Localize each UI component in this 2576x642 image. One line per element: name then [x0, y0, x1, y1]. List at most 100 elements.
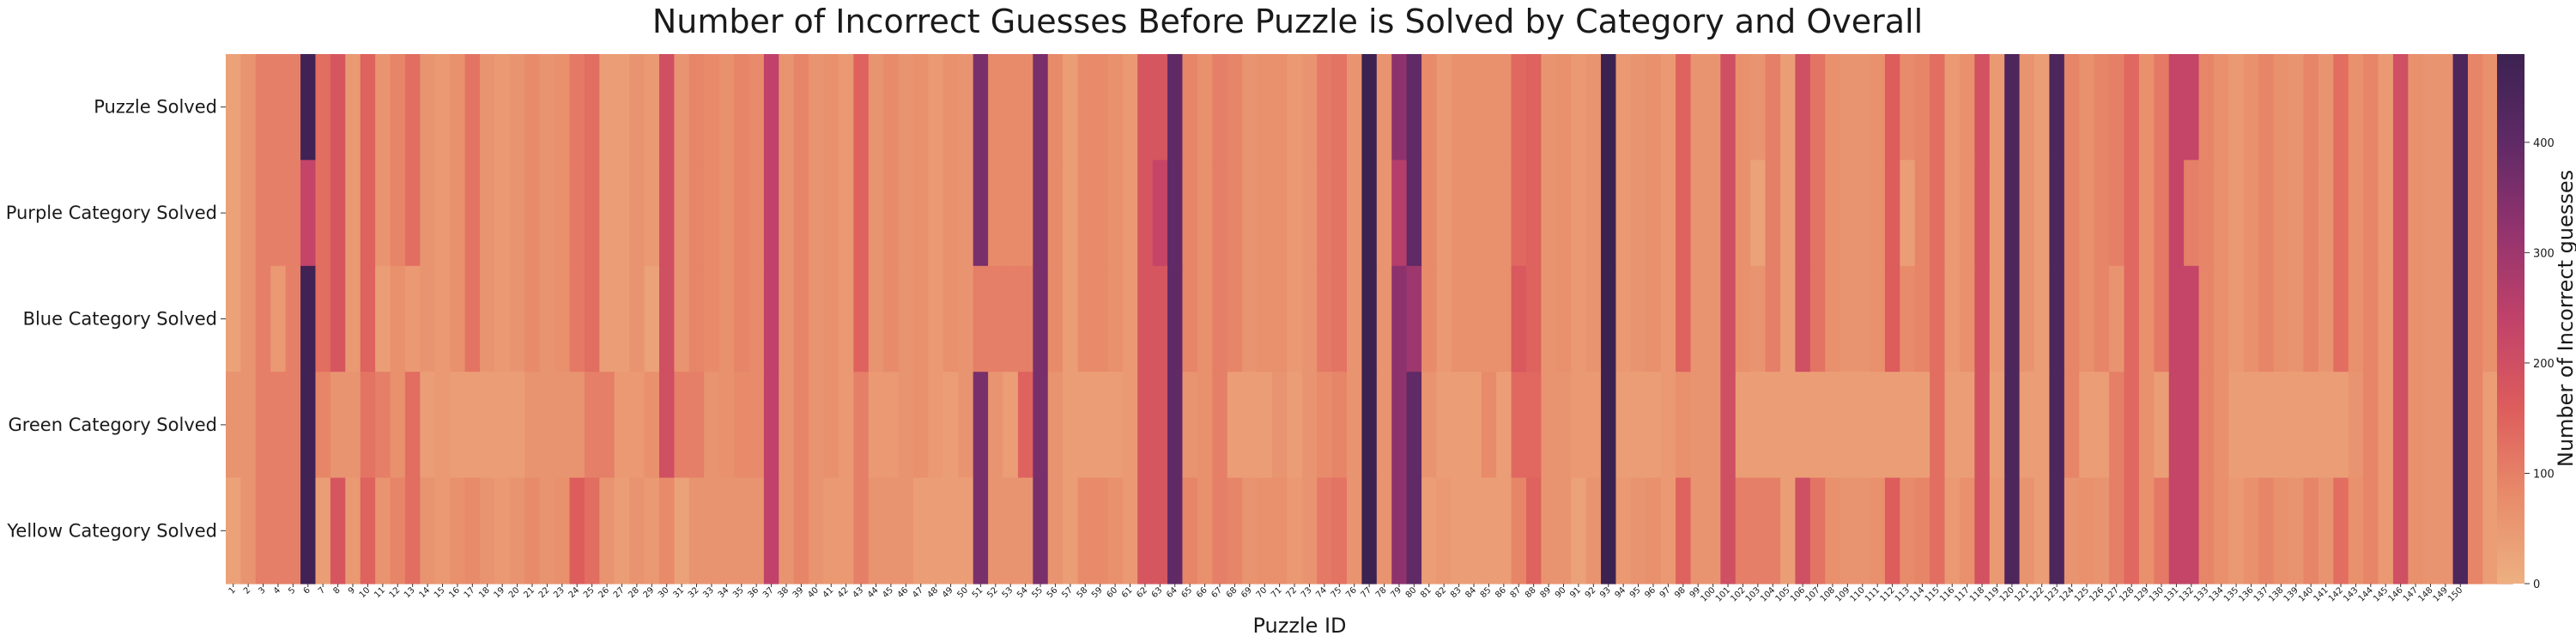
heatmap-cell: [1182, 372, 1198, 479]
heatmap-cell: [2303, 265, 2319, 372]
heatmap-cell: [2109, 265, 2125, 372]
heatmap-cell: [509, 372, 525, 479]
heatmap-cell: [1421, 265, 1438, 372]
heatmap-cell: [1421, 54, 1438, 160]
x-tick-label: 129: [2132, 585, 2150, 603]
heatmap-cell: [2094, 477, 2110, 584]
x-tick-label: 47: [911, 585, 925, 600]
heatmap-cell: [1063, 372, 1079, 479]
heatmap-cell: [1855, 54, 1871, 160]
heatmap-cell: [1331, 160, 1348, 267]
heatmap-cell: [420, 160, 436, 267]
heatmap-cell: [1855, 372, 1871, 479]
x-tick-label: 76: [1344, 585, 1359, 600]
heatmap-cell: [2124, 54, 2140, 160]
heatmap-cell: [868, 265, 884, 372]
x-tick-label: 119: [1983, 585, 2001, 603]
heatmap-cell: [2004, 265, 2021, 372]
heatmap-cell: [2452, 160, 2469, 267]
heatmap-cell: [464, 372, 481, 479]
heatmap-cell: [2363, 265, 2379, 372]
heatmap-cell: [973, 160, 989, 267]
x-tick-label: 91: [1568, 585, 1583, 600]
heatmap-cell: [793, 265, 809, 372]
heatmap-cell: [1646, 372, 1662, 479]
heatmap-cell: [2288, 265, 2305, 372]
heatmap-cell: [868, 477, 884, 584]
heatmap-cell: [1271, 160, 1288, 267]
heatmap-cell: [270, 477, 287, 584]
x-tick-label: 139: [2282, 585, 2300, 603]
x-tick-label: 92: [1584, 585, 1598, 600]
heatmap-cell: [809, 372, 825, 479]
x-tick-label: 45: [881, 585, 895, 600]
heatmap-cell: [1271, 477, 1288, 584]
heatmap-cell: [1735, 477, 1751, 584]
heatmap-cell: [270, 54, 287, 160]
heatmap-cell: [1361, 372, 1378, 479]
heatmap-cell: [629, 54, 646, 160]
heatmap-cell: [1944, 160, 1961, 267]
heatmap-cell: [2034, 372, 2051, 479]
heatmap-cell: [1152, 265, 1168, 372]
heatmap-cell: [494, 54, 511, 160]
heatmap-cell: [913, 54, 930, 160]
heatmap-cell: [1825, 54, 1841, 160]
heatmap-cell: [584, 372, 600, 479]
heatmap-cell: [1601, 477, 1617, 584]
x-tick-label: 19: [492, 585, 506, 600]
heatmap-cell: [2273, 477, 2289, 584]
x-tick-label: 87: [1509, 585, 1524, 600]
heatmap-cell: [1974, 372, 1991, 479]
heatmap-cell: [1152, 372, 1168, 479]
heatmap-cell: [1122, 265, 1138, 372]
heatmap-cell: [2198, 54, 2215, 160]
heatmap-cell: [2288, 160, 2305, 267]
heatmap-cell: [1795, 477, 1811, 584]
x-tick-label: 33: [701, 585, 716, 600]
heatmap-cell: [2348, 54, 2364, 160]
heatmap-cell: [1840, 372, 1856, 479]
heatmap-cell: [1017, 54, 1033, 160]
x-tick-label: 50: [955, 585, 970, 600]
heatmap-cell: [988, 477, 1004, 584]
heatmap-cell: [2378, 372, 2394, 479]
colorbar-tick-label: 400: [2533, 137, 2555, 150]
heatmap-cell: [2468, 372, 2484, 479]
heatmap-cell: [958, 160, 974, 267]
heatmap-cell: [1047, 160, 1064, 267]
x-tick-label: 133: [2192, 585, 2210, 603]
heatmap-cell: [644, 54, 660, 160]
heatmap-cell: [2378, 54, 2394, 160]
heatmap-cell: [1630, 477, 1646, 584]
heatmap-cell: [1227, 265, 1243, 372]
x-tick-label: 46: [896, 585, 911, 600]
heatmap-cell: [420, 265, 436, 372]
heatmap-cell: [2109, 54, 2125, 160]
heatmap-cell: [1571, 265, 1587, 372]
heatmap-cell: [2452, 477, 2469, 584]
heatmap-cell: [1137, 160, 1154, 267]
heatmap-cell: [1571, 372, 1587, 479]
heatmap-cell: [2138, 477, 2155, 584]
heatmap-cell: [853, 265, 870, 372]
heatmap-cell: [1287, 54, 1303, 160]
heatmap-cell: [1301, 160, 1318, 267]
y-tick-label: Yellow Category Solved: [6, 520, 217, 541]
heatmap-cell: [255, 160, 271, 267]
heatmap-cell: [1197, 477, 1213, 584]
heatmap-cell: [1855, 477, 1871, 584]
heatmap-cell: [883, 372, 900, 479]
heatmap-cell: [1376, 372, 1392, 479]
x-tick-label: 98: [1673, 585, 1688, 600]
heatmap-cell: [688, 54, 705, 160]
x-tick-label: 65: [1179, 585, 1194, 600]
heatmap-cell: [2004, 160, 2021, 267]
heatmap-cell: [390, 265, 406, 372]
colorbar-tick-label: 100: [2533, 468, 2555, 481]
heatmap-cell: [1466, 477, 1482, 584]
heatmap-cell: [1884, 54, 1900, 160]
heatmap-cell: [614, 372, 630, 479]
heatmap-cell: [2303, 54, 2319, 160]
heatmap-cell: [1287, 265, 1303, 372]
